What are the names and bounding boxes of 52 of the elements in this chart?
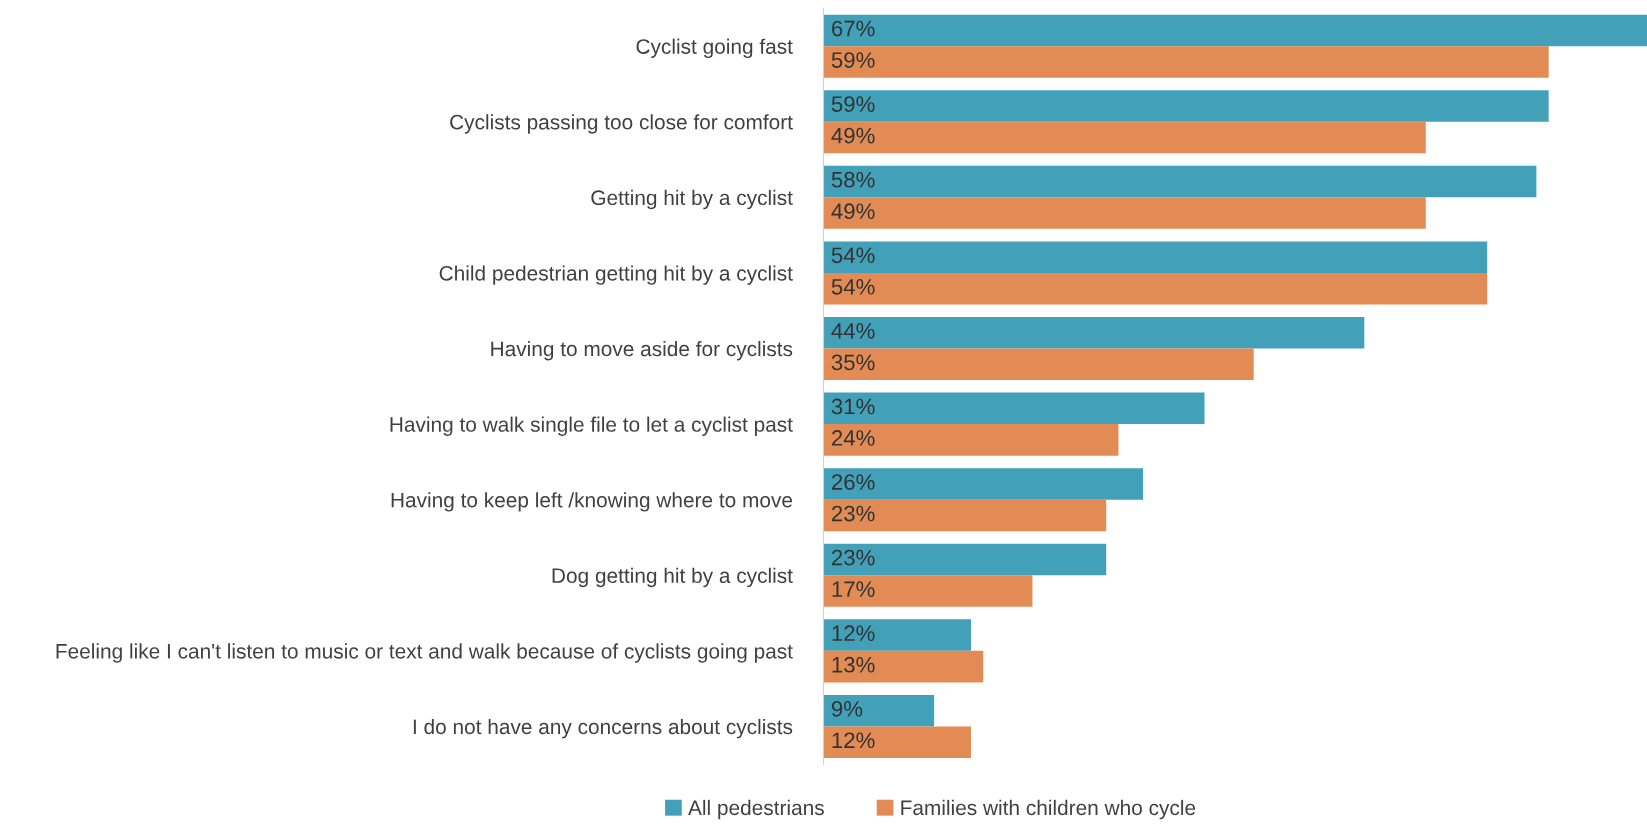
bar — [823, 272, 1488, 305]
data-label: 35% — [831, 354, 875, 371]
bar — [823, 499, 1107, 532]
data-label: 44% — [831, 323, 875, 339]
bar — [823, 197, 1426, 229]
legend-label: Families with children who cycle — [901, 799, 1196, 820]
data-label: 12% — [832, 625, 875, 641]
data-label: 67% — [832, 20, 875, 37]
bar — [823, 348, 1254, 381]
y-tick-label: Feeling like I can't listen to music or text and walk because of cyclists going past — [56, 643, 793, 663]
data-label: 24% — [831, 430, 875, 446]
bar — [823, 121, 1426, 154]
bar — [823, 619, 971, 651]
bar — [823, 165, 1537, 198]
bar — [823, 543, 1107, 576]
legend-label: All pedestrians — [688, 799, 824, 820]
data-label: 31% — [831, 398, 875, 415]
y-tick-label: Child pedestrian getting hit by a cyclist — [439, 265, 793, 285]
data-label: 9% — [831, 700, 863, 717]
y-tick-label: Getting hit by a cyclist — [591, 189, 793, 210]
y-tick-label: Cyclist going fast — [636, 38, 793, 59]
data-label: 58% — [831, 171, 875, 188]
bar — [823, 90, 1549, 122]
y-tick-label: I do not have any concerns about cyclists — [413, 718, 793, 739]
y-tick-label: Dog getting hit by a cyclist — [552, 567, 793, 588]
bar — [823, 392, 1205, 425]
data-label: 26% — [831, 474, 875, 490]
y-tick-label: Having to walk single file to let a cyclist past — [390, 416, 793, 436]
bar — [823, 575, 1033, 607]
data-label: 23% — [831, 549, 875, 566]
y-tick-label: Having to move aside for cyclists — [491, 340, 793, 361]
y-tick-label: Cyclists passing too close for comfort — [450, 114, 793, 134]
data-label: 49% — [831, 203, 875, 220]
data-label: 59% — [831, 96, 875, 112]
bar — [823, 241, 1488, 273]
bar — [823, 14, 1647, 47]
bar — [823, 726, 971, 758]
bar — [823, 650, 984, 683]
bar — [823, 46, 1549, 78]
bar — [823, 694, 935, 727]
data-label: 12% — [832, 732, 875, 749]
data-label: 13% — [832, 656, 875, 673]
data-label: 49% — [831, 127, 875, 144]
data-label: 59% — [831, 52, 875, 68]
data-label: 54% — [831, 247, 875, 264]
data-label: 17% — [832, 581, 875, 597]
y-tick-label: Having to keep left /knowing where to move — [391, 492, 793, 512]
bar — [823, 317, 1365, 349]
bar — [823, 468, 1144, 500]
data-label: 23% — [831, 505, 875, 522]
bar — [823, 424, 1119, 456]
data-label: 54% — [831, 279, 875, 295]
